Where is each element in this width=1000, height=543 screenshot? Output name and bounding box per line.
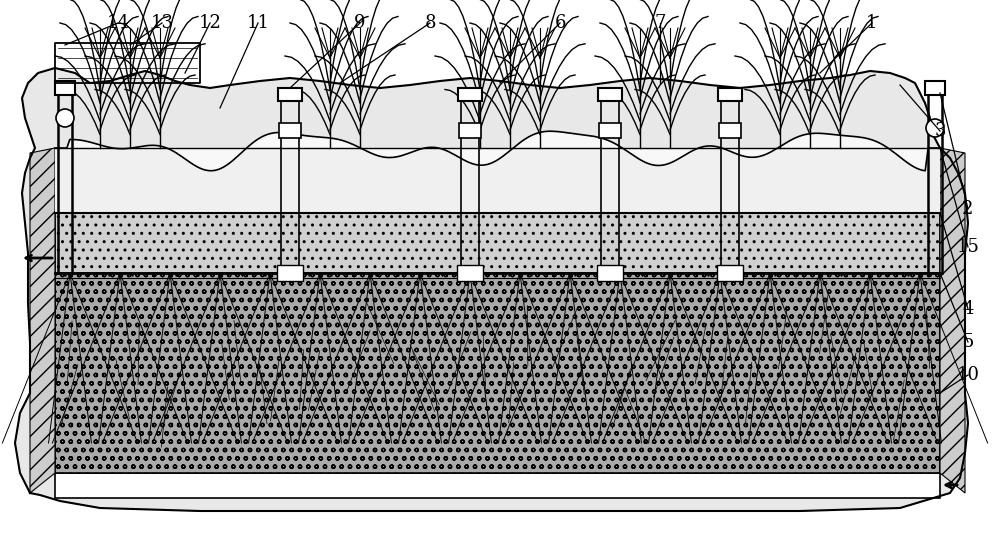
Text: 7: 7	[654, 14, 666, 32]
Polygon shape	[719, 123, 741, 138]
Text: 13: 13	[151, 14, 174, 32]
Polygon shape	[15, 68, 968, 511]
Text: 15: 15	[957, 238, 979, 256]
Circle shape	[56, 109, 74, 127]
Polygon shape	[279, 123, 301, 138]
Text: 2: 2	[962, 200, 974, 218]
Polygon shape	[459, 123, 481, 138]
Polygon shape	[597, 265, 623, 281]
Text: 4: 4	[962, 300, 974, 318]
Polygon shape	[457, 265, 483, 281]
Polygon shape	[718, 88, 742, 101]
Polygon shape	[598, 88, 622, 101]
Text: 14: 14	[107, 14, 129, 32]
Polygon shape	[55, 148, 940, 213]
Polygon shape	[599, 123, 621, 138]
Polygon shape	[30, 148, 55, 493]
Polygon shape	[55, 213, 940, 273]
Text: 5: 5	[962, 333, 974, 351]
Polygon shape	[458, 88, 482, 101]
Polygon shape	[55, 273, 940, 473]
Text: 9: 9	[354, 14, 366, 32]
Text: 3: 3	[934, 122, 946, 140]
Circle shape	[926, 119, 944, 137]
Polygon shape	[278, 88, 302, 101]
Polygon shape	[925, 81, 945, 95]
Polygon shape	[277, 265, 303, 281]
Text: 10: 10	[956, 366, 979, 384]
Text: 1: 1	[866, 14, 878, 32]
Text: 8: 8	[424, 14, 436, 32]
Text: 12: 12	[199, 14, 221, 32]
Text: 6: 6	[554, 14, 566, 32]
Polygon shape	[940, 148, 965, 493]
Polygon shape	[55, 81, 75, 95]
Polygon shape	[717, 265, 743, 281]
Polygon shape	[55, 473, 940, 498]
Text: 11: 11	[247, 14, 270, 32]
